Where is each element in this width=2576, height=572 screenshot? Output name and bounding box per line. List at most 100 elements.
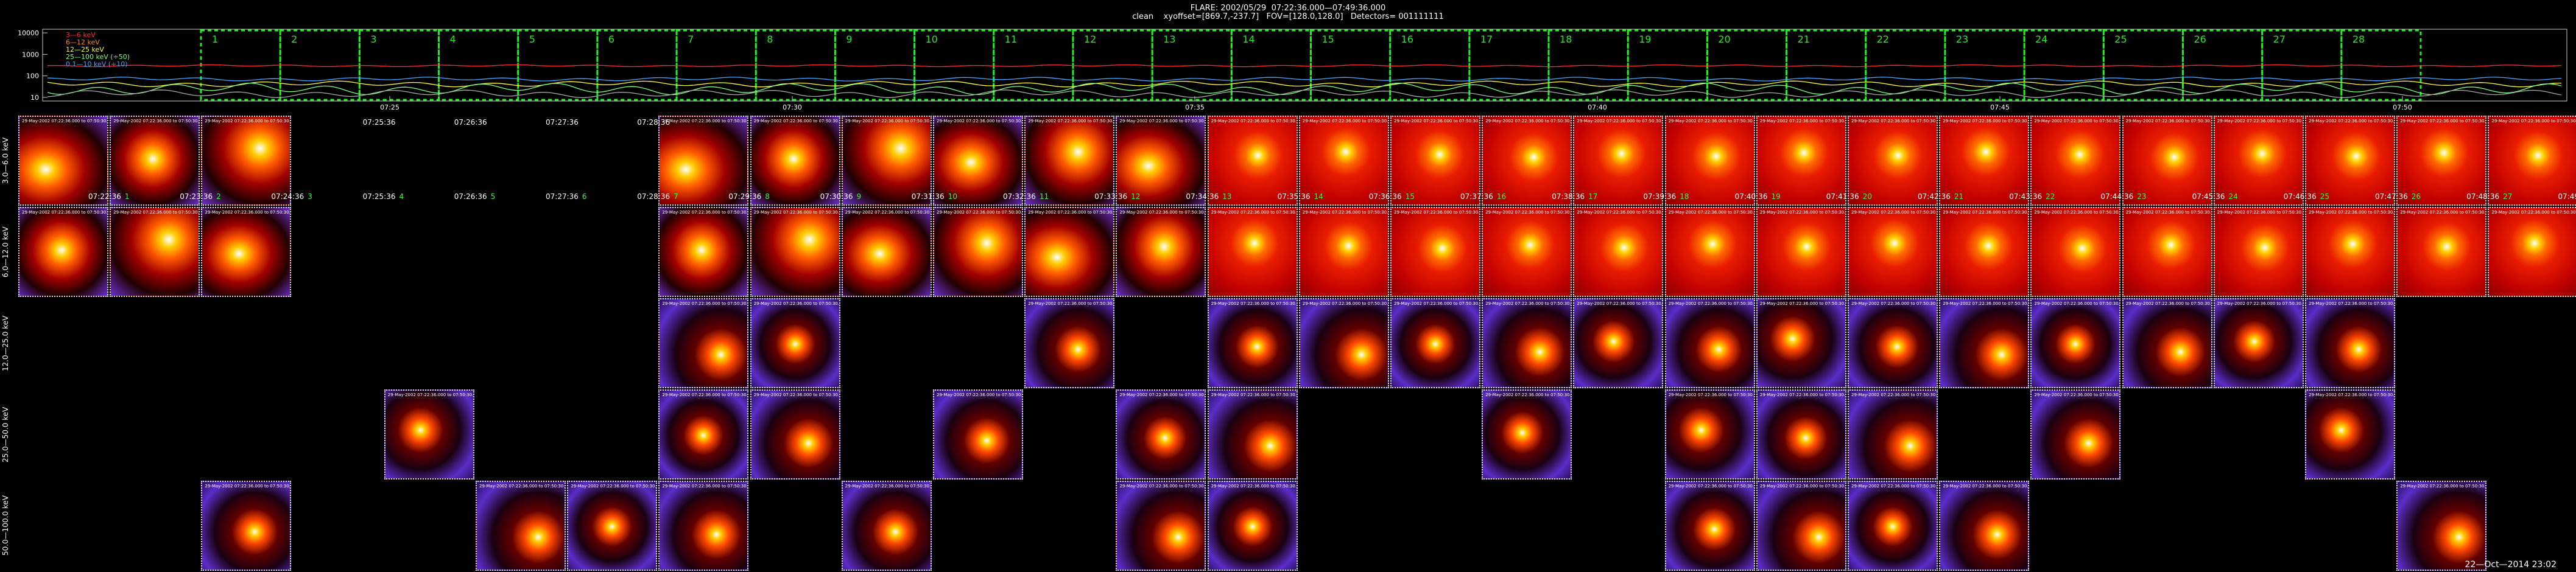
- interval-index: 10: [948, 192, 957, 201]
- interval-number: 23: [1956, 33, 1968, 45]
- image-caption: 29-May-2002 07:22:36.000 to 07:50:30.000: [1943, 119, 2030, 124]
- interval-index: 20: [1862, 192, 1872, 201]
- image-caption: 29-May-2002 07:22:36.000 to 07:50:30.000: [2034, 119, 2121, 124]
- flare-image-cell: 29-May-2002 07:22:36.000 to 07:50:30.000: [1573, 116, 1664, 206]
- interval-time-label: 07:40:36 19: [1734, 192, 1781, 201]
- flare-image-cell: 29-May-2002 07:22:36.000 to 07:50:30.000: [2213, 116, 2304, 206]
- image-caption: 29-May-2002 07:22:36.000 to 07:50:30.000: [1485, 119, 1572, 124]
- flare-image-cell: 29-May-2002 07:22:36.000 to 07:50:30.000: [658, 116, 749, 206]
- image-caption: 29-May-2002 07:22:36.000 to 07:50:30.000: [2034, 210, 2121, 215]
- flare-image-cell: 29-May-2002 07:22:36.000 to 07:50:30.000: [1939, 481, 2030, 571]
- x-tick-label: 07:50: [2393, 103, 2412, 111]
- flare-image-cell: 29-May-2002 07:22:36.000 to 07:50:30.000: [1573, 298, 1664, 388]
- interval-time-label: 07:43:36 22: [2009, 192, 2055, 201]
- interval-index: 26: [2411, 192, 2421, 201]
- interval-time-label: 07:42:36 21: [1918, 192, 1964, 201]
- flare-image-cell: 29-May-2002 07:22:36.000 to 07:50:30.000: [18, 116, 108, 206]
- flare-image-cell: 29-May-2002 07:22:36.000 to 07:50:30.000: [1116, 389, 1206, 480]
- interval-number: 3: [370, 33, 376, 45]
- interval-time-label: 07:26:36 5: [454, 192, 496, 201]
- image-caption: 29-May-2002 07:22:36.000 to 07:50:30.000: [1668, 392, 1755, 397]
- flare-image-cell: 29-May-2002 07:22:36.000 to 07:50:30.000: [1024, 116, 1115, 206]
- image-caption: 29-May-2002 07:22:36.000 to 07:50:30.000: [753, 301, 840, 306]
- flare-image-cell: 29-May-2002 07:22:36.000 to 07:50:30.000: [658, 389, 749, 480]
- flare-image-cell: 29-May-2002 07:22:36.000 to 07:50:30.000: [658, 481, 749, 571]
- image-caption: 29-May-2002 07:22:36.000 to 07:50:30.000: [205, 210, 292, 215]
- legend-entry: 25—100 keV (÷50): [66, 53, 130, 61]
- energy-band-label: 12.0—25.0 keV: [1, 315, 10, 371]
- interval-time-label: 07:45:36 24: [2192, 192, 2238, 201]
- image-caption: 29-May-2002 07:22:36.000 to 07:50:30.000: [1668, 301, 1755, 306]
- interval-time-label: 07:30:36 9: [820, 192, 862, 201]
- interval-index: 1: [124, 192, 130, 201]
- flare-image-cell: 29-May-2002 07:22:36.000 to 07:50:30.000: [1390, 207, 1480, 297]
- flare-image-cell: 29-May-2002 07:22:36.000 to 07:50:30.000: [1390, 298, 1480, 388]
- image-caption: 29-May-2002 07:22:36.000 to 07:50:30.000: [937, 119, 1023, 124]
- flare-image-cell: 29-May-2002 07:22:36.000 to 07:50:30.000: [567, 481, 658, 571]
- flare-image-cell: 29-May-2002 07:22:36.000 to 07:50:30.000: [933, 389, 1023, 480]
- interval-time-label: 07:46:36 25: [2283, 192, 2329, 201]
- image-caption: 29-May-2002 07:22:36.000 to 07:50:30.000: [1211, 210, 1298, 215]
- flare-image-cell: 29-May-2002 07:22:36.000 to 07:50:30.000: [2488, 116, 2576, 206]
- image-caption: 29-May-2002 07:22:36.000 to 07:50:30.000: [1759, 301, 1846, 306]
- interval-number: 19: [1639, 33, 1651, 45]
- interval-index: 7: [674, 192, 678, 201]
- energy-band-label: 50.0—100.0 keV: [1, 495, 10, 556]
- flare-image-cell: 29-May-2002 07:22:36.000 to 07:50:30.000: [1482, 298, 1572, 388]
- lightcurve-trace: [47, 82, 2562, 96]
- interval-index: 21: [1954, 192, 1964, 201]
- interval-index: 8: [765, 192, 770, 201]
- interval-number: 24: [2035, 33, 2047, 45]
- interval-index: 4: [399, 192, 404, 201]
- interval-number: 16: [1401, 33, 1413, 45]
- flare-image-cell: 29-May-2002 07:22:36.000 to 07:50:30.000: [1207, 389, 1298, 480]
- flare-image-cell: 29-May-2002 07:22:36.000 to 07:50:30.000: [1756, 389, 1846, 480]
- interval-number: 18: [1560, 33, 1572, 45]
- interval-number: 21: [1798, 33, 1810, 45]
- interval-number: 8: [767, 33, 773, 45]
- image-caption: 29-May-2002 07:22:36.000 to 07:50:30.000: [1028, 301, 1115, 306]
- image-caption: 29-May-2002 07:22:36.000 to 07:50:30.000: [1943, 210, 2030, 215]
- image-caption: 29-May-2002 07:22:36.000 to 07:50:30.000: [1119, 484, 1206, 489]
- interval-index: 15: [1405, 192, 1415, 201]
- image-caption: 29-May-2002 07:22:36.000 to 07:50:30.000: [1302, 301, 1389, 306]
- flare-image-cell: 29-May-2002 07:22:36.000 to 07:50:30.000: [1848, 481, 1938, 571]
- flare-image-cell: 29-May-2002 07:22:36.000 to 07:50:30.000: [1939, 298, 2030, 388]
- x-tick-label: 07:45: [1990, 103, 2010, 111]
- lightcurve-frame: [42, 29, 2567, 102]
- flare-image-cell: 29-May-2002 07:22:36.000 to 07:50:30.000: [2396, 481, 2487, 571]
- x-tick-label: 07:35: [1185, 103, 1205, 111]
- flare-image-cell: 29-May-2002 07:22:36.000 to 07:50:30.000: [658, 298, 749, 388]
- image-caption: 29-May-2002 07:22:36.000 to 07:50:30.000: [1851, 301, 1938, 306]
- flare-image-cell: 29-May-2002 07:22:36.000 to 07:50:30.000: [1756, 481, 1846, 571]
- interval-index: 25: [2320, 192, 2329, 201]
- image-caption: 29-May-2002 07:22:36.000 to 07:50:30.000: [22, 119, 108, 124]
- interval-time-label: 07:32:36 11: [1003, 192, 1049, 201]
- flare-image-cell: 29-May-2002 07:22:36.000 to 07:50:30.000: [2396, 207, 2487, 297]
- flare-image-cell: 29-May-2002 07:22:36.000 to 07:50:30.000: [750, 207, 840, 297]
- interval-number: 28: [2353, 33, 2365, 45]
- flare-image-cell: 29-May-2002 07:22:36.000 to 07:50:30.000: [201, 207, 292, 297]
- image-caption: 29-May-2002 07:22:36.000 to 07:50:30.000: [2400, 484, 2487, 489]
- image-caption: 29-May-2002 07:22:36.000 to 07:50:30.000: [845, 210, 932, 215]
- interval-time-label: 07:38:36 17: [1552, 192, 1598, 201]
- interval-time-label: 07:22:36 1: [88, 192, 130, 201]
- image-caption: 29-May-2002 07:22:36.000 to 07:50:30.000: [753, 392, 840, 397]
- image-caption: 29-May-2002 07:22:36.000 to 07:50:30.000: [1028, 210, 1115, 215]
- image-caption: 29-May-2002 07:22:36.000 to 07:50:30.000: [845, 119, 932, 124]
- interval-time-label: 07:28:36: [637, 118, 670, 127]
- interval-time-label: 07:39:36 18: [1643, 192, 1689, 201]
- flare-image-cell: 29-May-2002 07:22:36.000 to 07:50:30.000: [750, 116, 840, 206]
- image-caption: 29-May-2002 07:22:36.000 to 07:50:30.000: [205, 484, 292, 489]
- interval-number: 26: [2194, 33, 2206, 45]
- flare-image-cell: 29-May-2002 07:22:36.000 to 07:50:30.000: [1848, 116, 1938, 206]
- image-caption: 29-May-2002 07:22:36.000 to 07:50:30.000: [1851, 392, 1938, 397]
- image-caption: 29-May-2002 07:22:36.000 to 07:50:30.000: [2400, 119, 2487, 124]
- image-caption: 29-May-2002 07:22:36.000 to 07:50:30.000: [1394, 301, 1480, 306]
- flare-image-cell: 29-May-2002 07:22:36.000 to 07:50:30.000: [841, 481, 932, 571]
- interval-time-label: 07:41:36 20: [1826, 192, 1872, 201]
- flare-image-cell: 29-May-2002 07:22:36.000 to 07:50:30.000: [1664, 116, 1755, 206]
- flare-image-cell: 29-May-2002 07:22:36.000 to 07:50:30.000: [2305, 207, 2395, 297]
- interval-number: 25: [2114, 33, 2127, 45]
- image-caption: 29-May-2002 07:22:36.000 to 07:50:30.000: [1211, 119, 1298, 124]
